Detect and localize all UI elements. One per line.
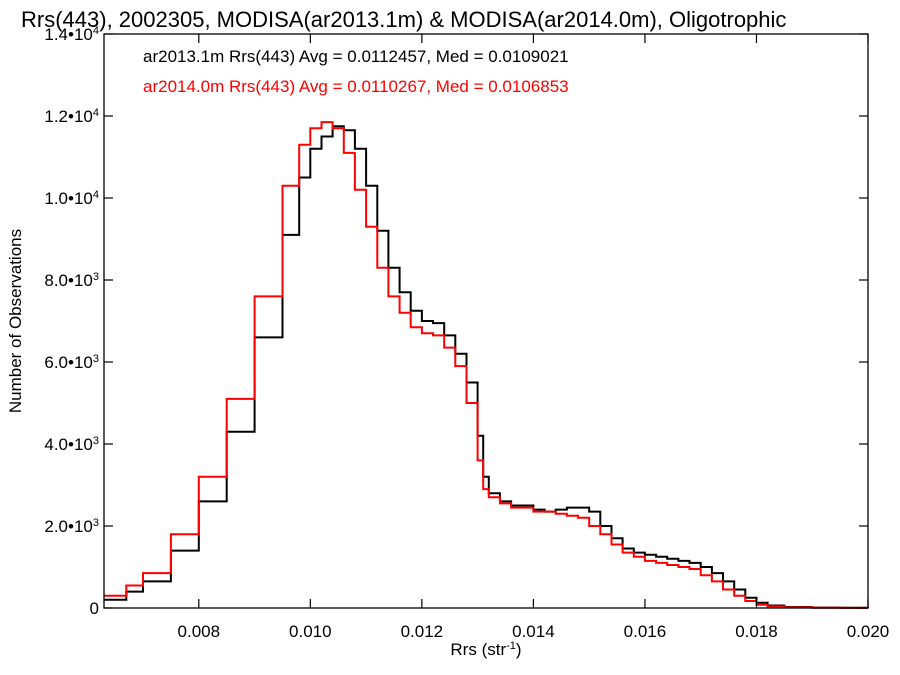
series-line-ar2014	[104, 121, 869, 609]
x-tick-label: 0.020	[847, 622, 890, 641]
y-tick-label: 1.4•104	[44, 25, 99, 44]
x-tick-label: 0.014	[512, 622, 555, 641]
y-axis-label: Number of Observations	[6, 229, 25, 413]
x-tick-label: 0.008	[178, 622, 221, 641]
x-axis-label: Rrs (str-1)	[450, 640, 521, 659]
y-tick-label: 1.2•104	[44, 107, 99, 126]
y-tick-label: 1.0•104	[44, 189, 99, 208]
x-tick-label: 0.012	[401, 622, 444, 641]
x-tick-label: 0.010	[289, 622, 332, 641]
series-layer	[104, 121, 869, 609]
plot-frame	[103, 33, 869, 609]
y-tick-label: 2.0•103	[44, 517, 99, 536]
y-tick-label: 4.0•103	[44, 435, 99, 454]
y-tick-label: 6.0•103	[44, 353, 99, 372]
legend-entry-ar2013: ar2013.1m Rrs(443) Avg = 0.0112457, Med …	[143, 47, 569, 66]
chart-title: Rrs(443), 2002305, MODISA(ar2013.1m) & M…	[21, 7, 786, 32]
legend-entry-ar2014: ar2014.0m Rrs(443) Avg = 0.0110267, Med …	[143, 77, 569, 96]
y-axis-ticks: 0 2.0•103 4.0•103 6.0•103 8.0•103 1.0•104 1.2•…	[44, 25, 868, 618]
y-tick-label: 0	[90, 599, 99, 618]
x-tick-label: 0.016	[624, 622, 667, 641]
y-tick-label: 8.0•103	[44, 271, 99, 290]
x-axis-ticks: 0.008 0.010 0.012 0.014 0.016 0.018 0.020	[178, 34, 890, 641]
x-tick-label: 0.018	[735, 622, 778, 641]
